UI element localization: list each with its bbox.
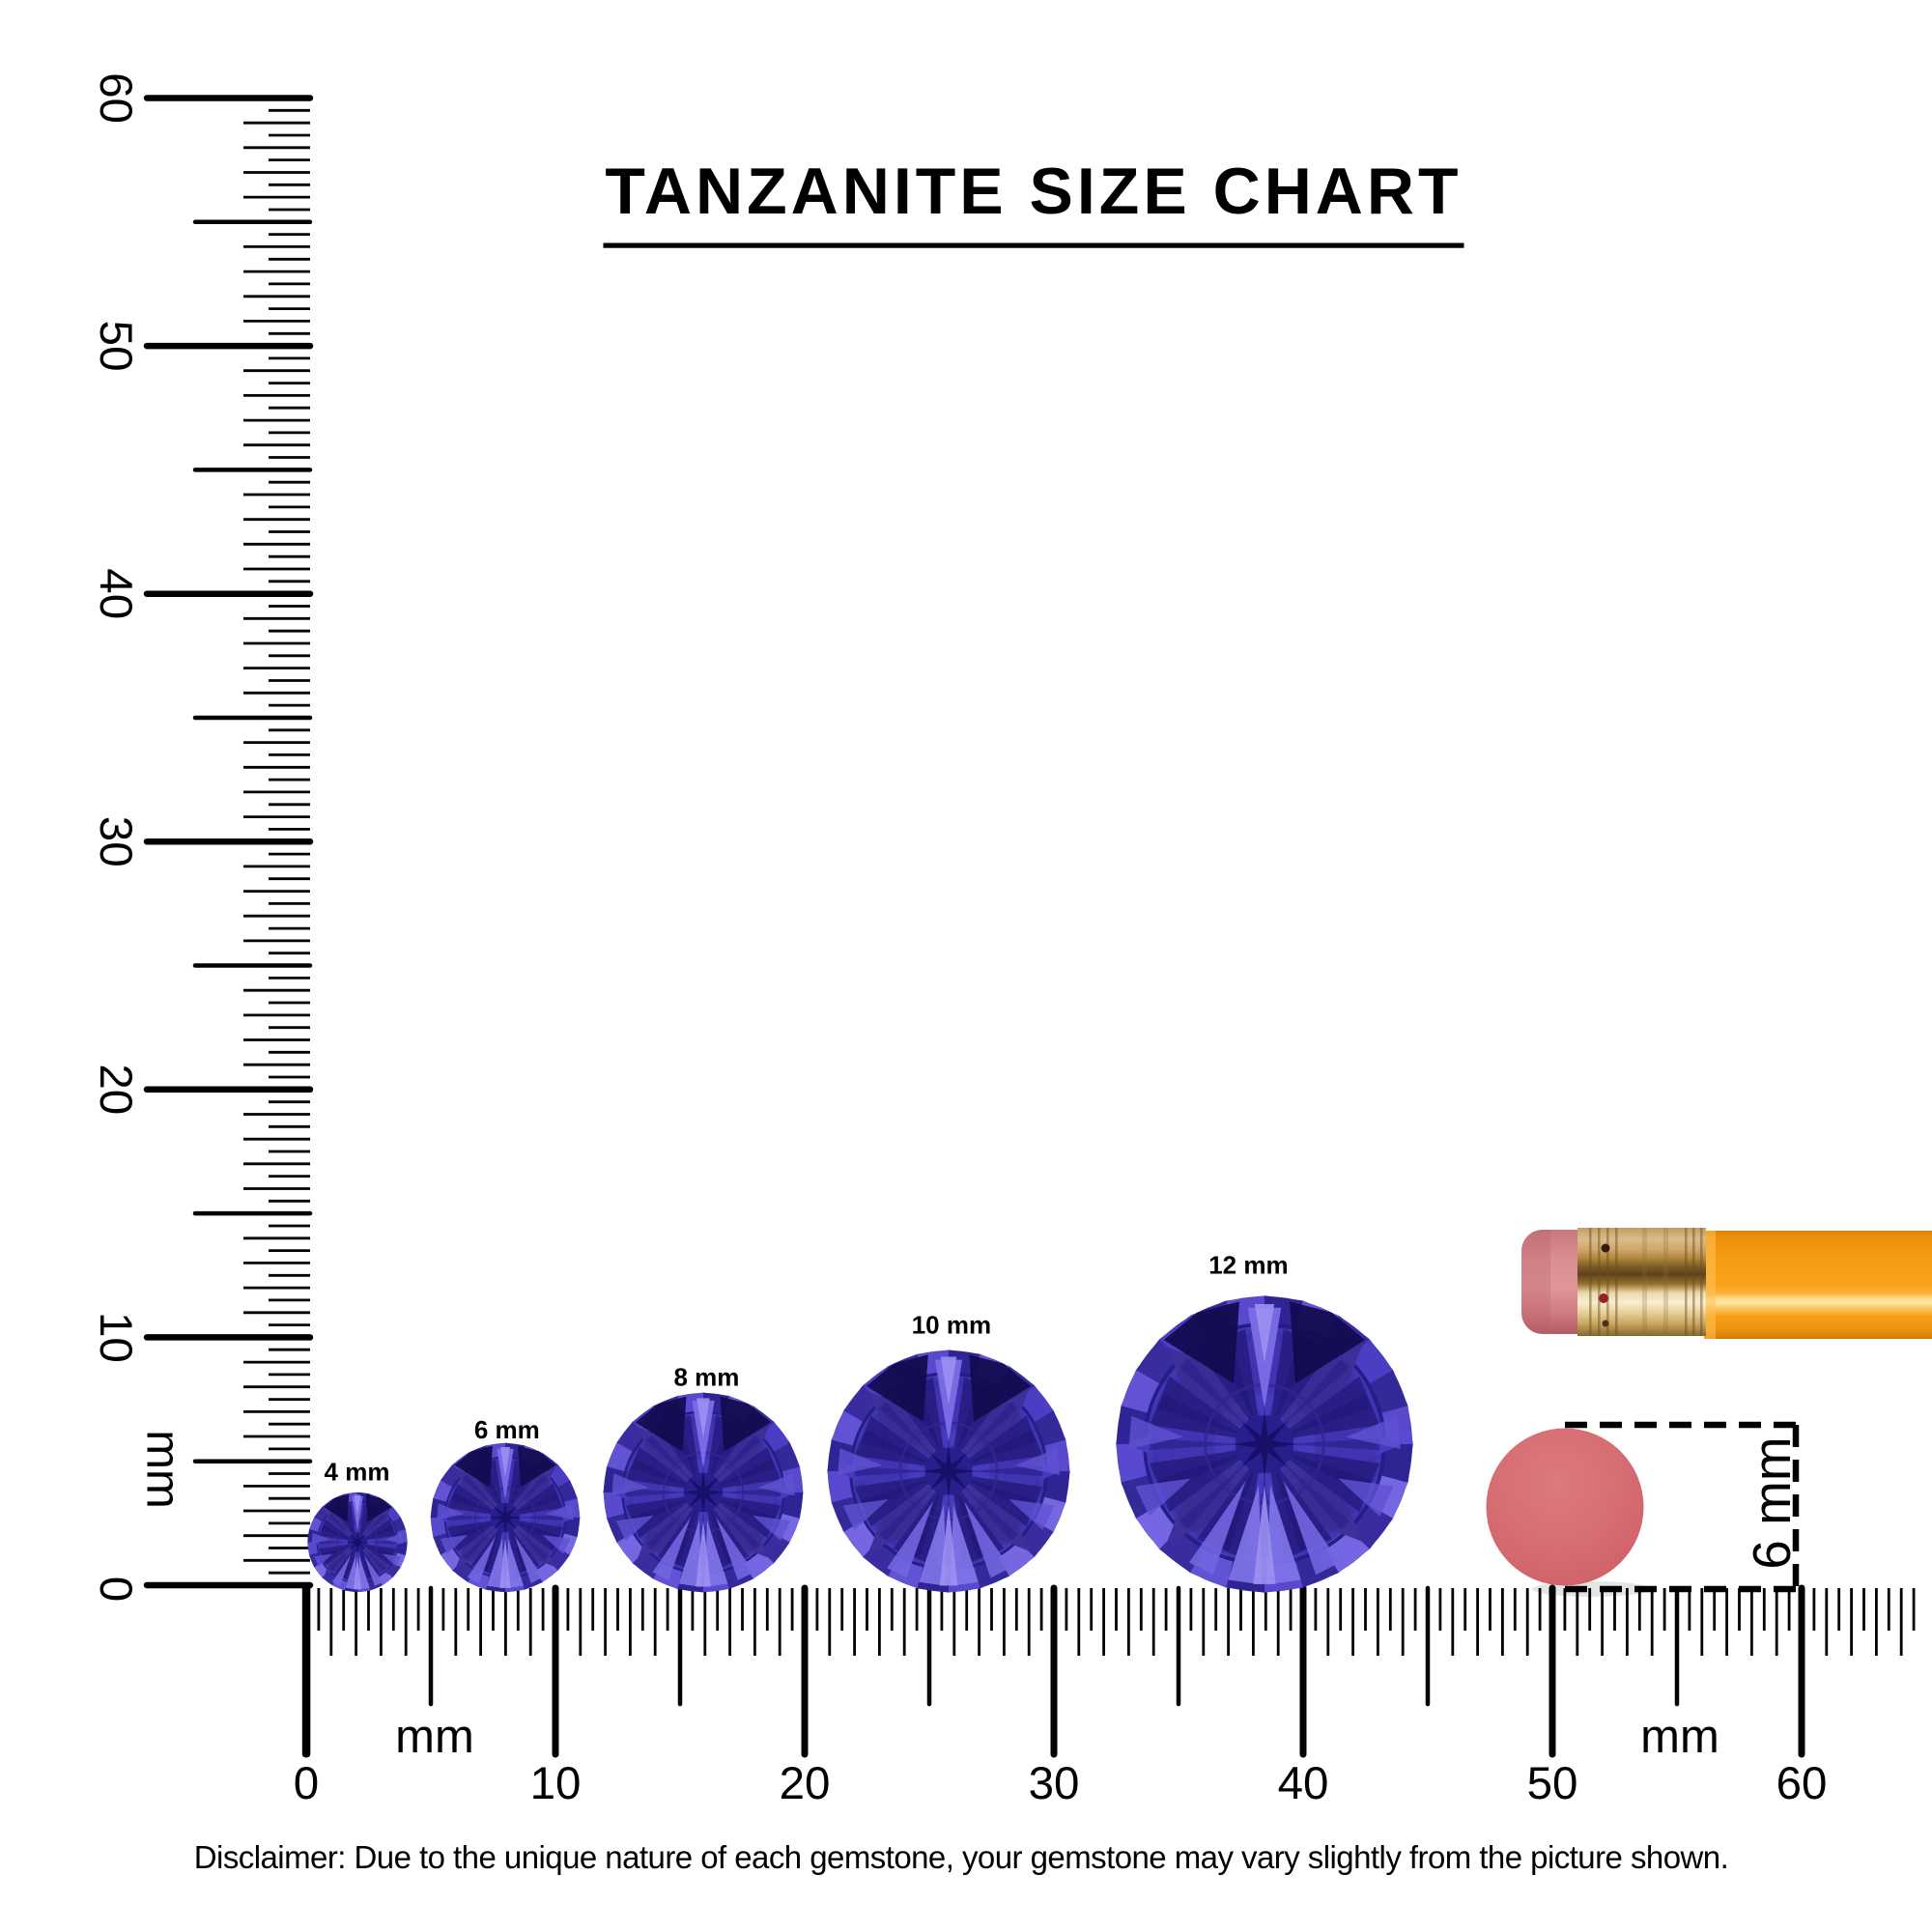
svg-text:mm: mm xyxy=(1640,1711,1719,1763)
svg-text:4 mm: 4 mm xyxy=(325,1458,390,1487)
svg-text:8 mm: 8 mm xyxy=(673,1362,739,1391)
svg-text:10: 10 xyxy=(90,1312,141,1363)
svg-text:60: 60 xyxy=(90,72,141,124)
svg-text:40: 40 xyxy=(90,568,141,619)
svg-text:20: 20 xyxy=(90,1064,141,1115)
svg-text:60: 60 xyxy=(1776,1758,1828,1809)
svg-text:12 mm: 12 mm xyxy=(1208,1250,1288,1279)
svg-text:mm: mm xyxy=(395,1711,474,1763)
svg-text:6 mm: 6 mm xyxy=(1742,1436,1802,1570)
svg-text:6 mm: 6 mm xyxy=(474,1415,540,1444)
svg-text:0: 0 xyxy=(90,1577,141,1602)
svg-text:0: 0 xyxy=(294,1758,319,1809)
svg-text:10 mm: 10 mm xyxy=(912,1311,991,1340)
svg-text:mm: mm xyxy=(137,1430,189,1509)
svg-text:50: 50 xyxy=(1527,1758,1578,1809)
svg-text:40: 40 xyxy=(1278,1758,1329,1809)
svg-text:50: 50 xyxy=(90,321,141,372)
svg-text:Disclaimer: Due to the unique: Disclaimer: Due to the unique nature of … xyxy=(194,1839,1728,1875)
svg-text:TANZANITE SIZE CHART: TANZANITE SIZE CHART xyxy=(605,155,1462,228)
svg-text:10: 10 xyxy=(530,1758,582,1809)
svg-text:30: 30 xyxy=(1029,1758,1080,1809)
svg-text:30: 30 xyxy=(90,816,141,867)
svg-text:20: 20 xyxy=(780,1758,831,1809)
